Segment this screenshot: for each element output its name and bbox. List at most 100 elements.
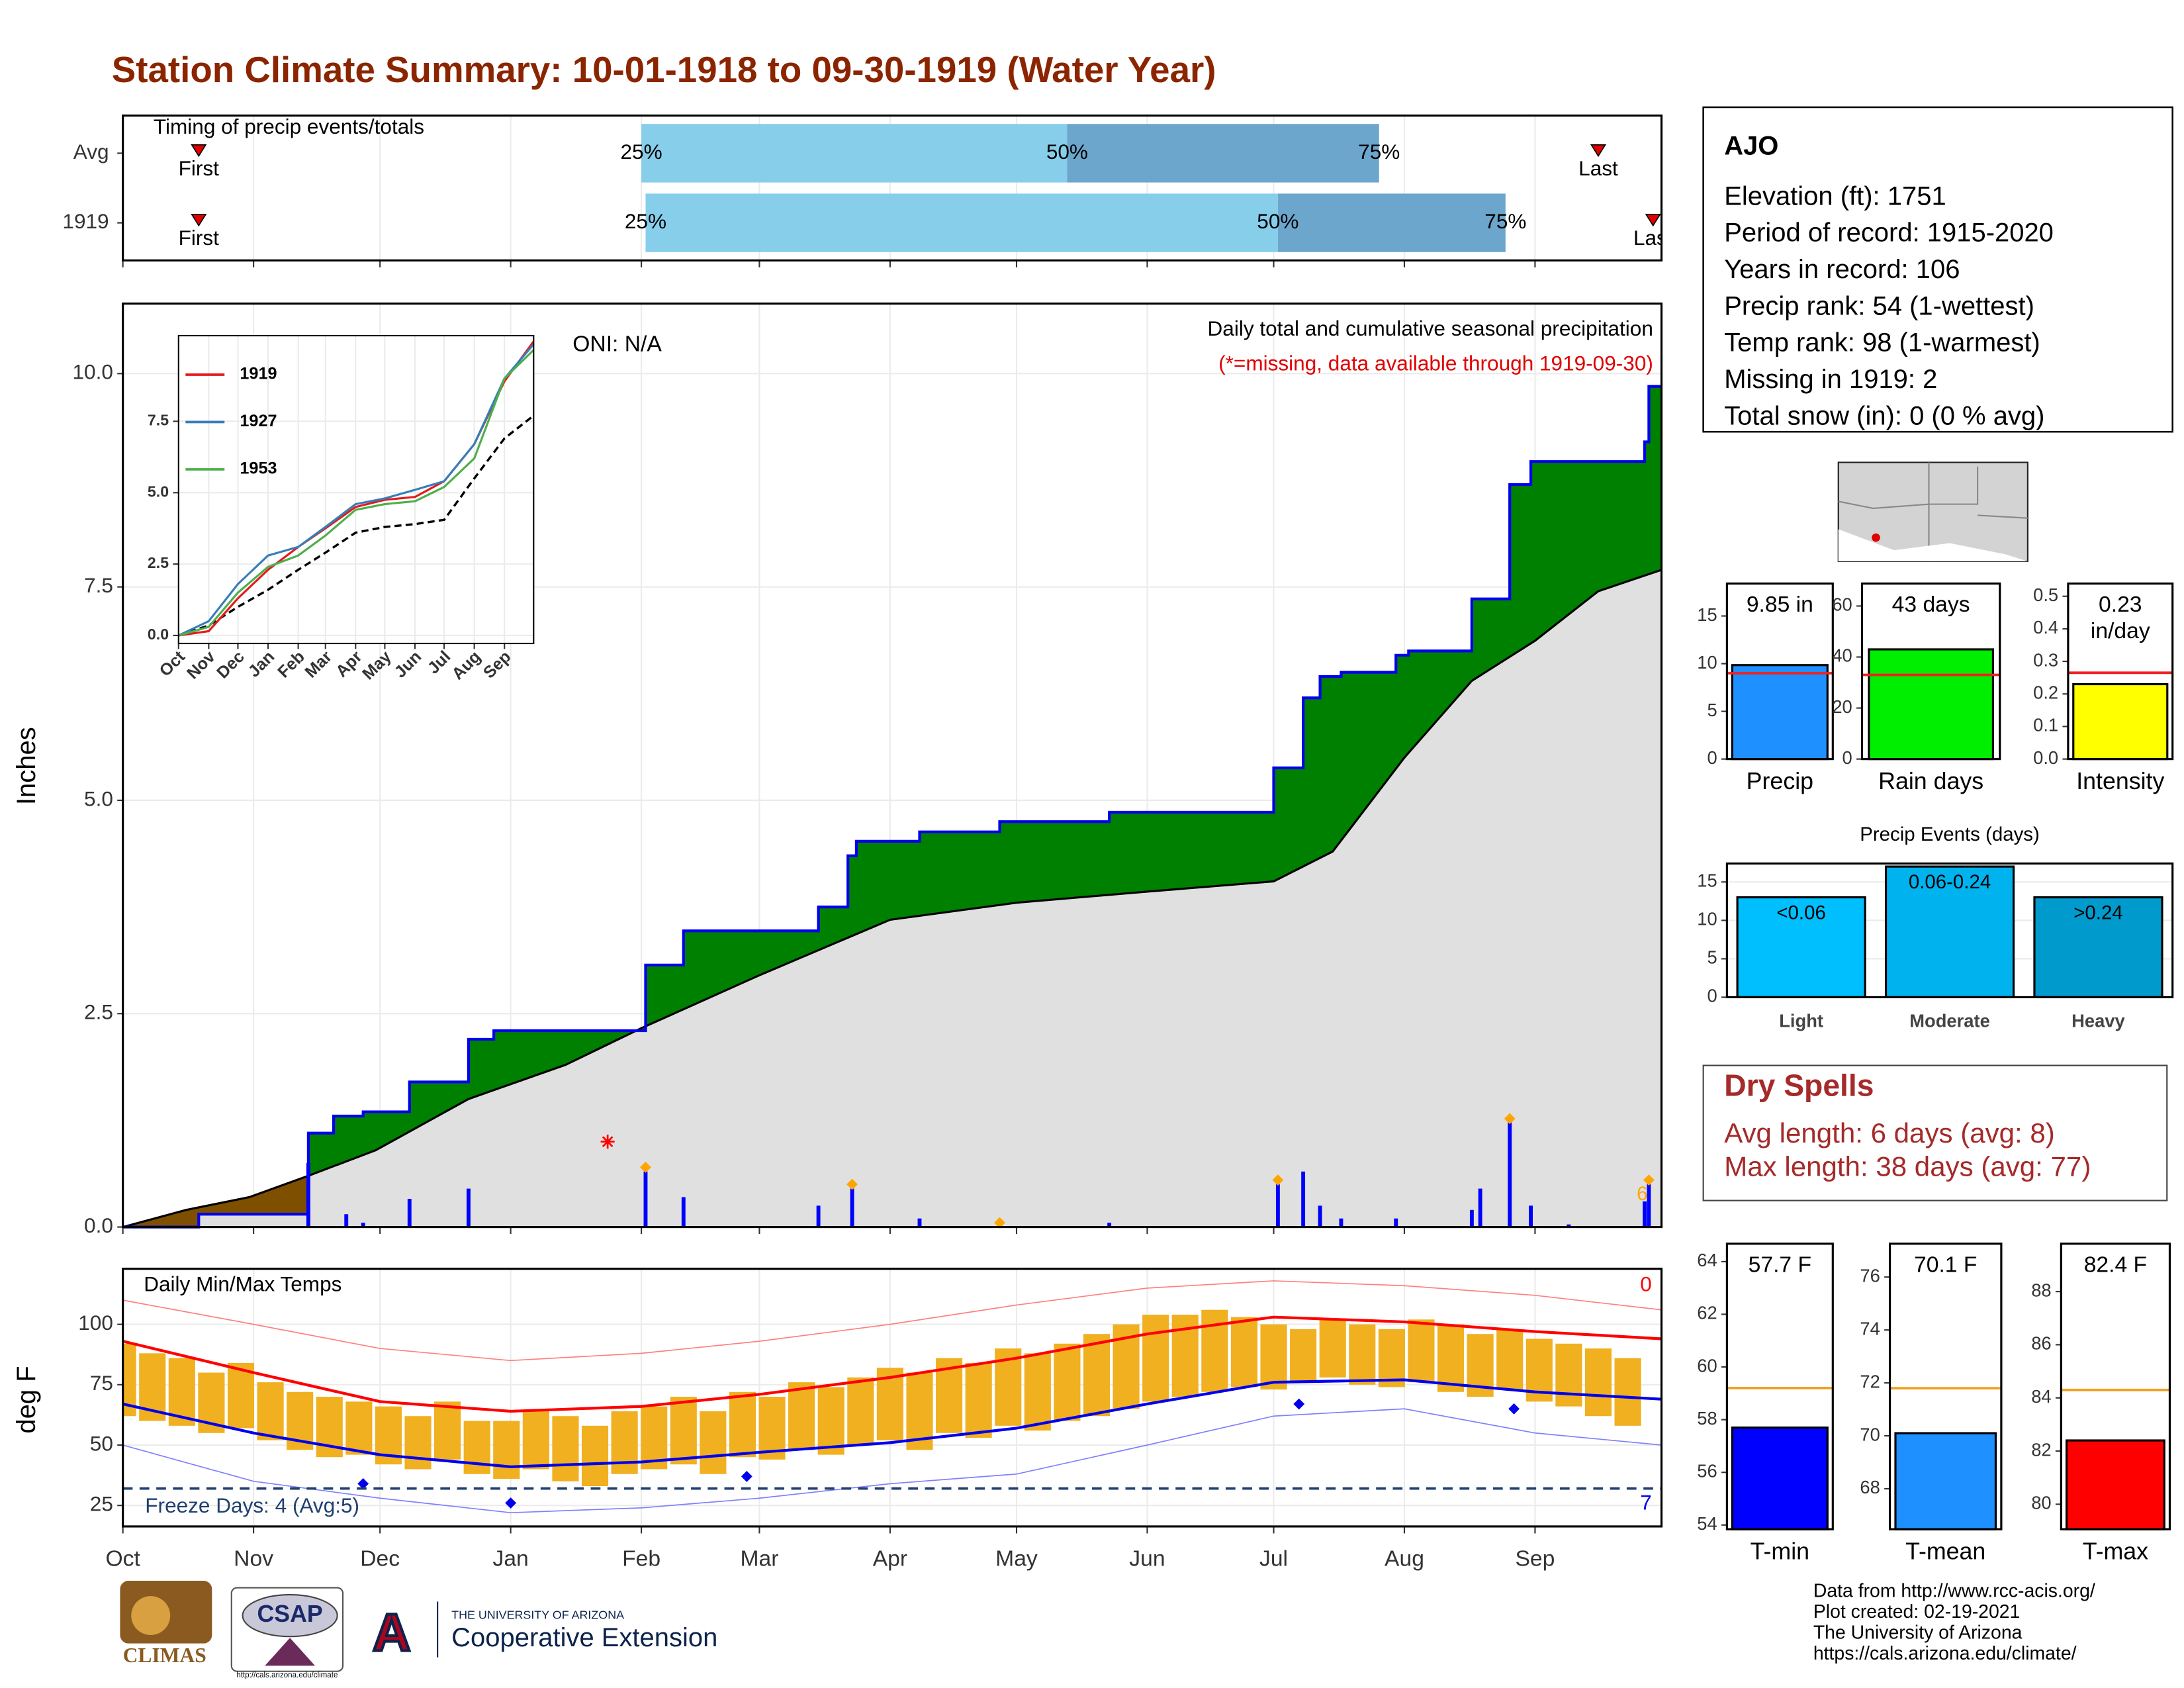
y-tick-label: 10: [1697, 652, 1717, 673]
y-tick-label: 60: [1697, 1355, 1717, 1376]
extreme-marker: [1272, 1174, 1284, 1186]
temp-range-bar: [1614, 1358, 1641, 1426]
credit-line: The University of Arizona: [1813, 1622, 2023, 1643]
bar: [1731, 1426, 1829, 1530]
extreme-marker: [741, 1471, 752, 1482]
bar: [1894, 1432, 1997, 1530]
x-tick-label: Sep: [1515, 1546, 1555, 1571]
y-tick-label: 20: [1832, 696, 1852, 717]
temp-range-bar: [817, 1387, 844, 1455]
mini-bar-chart: 0.0 0.1 0.2 0.3 0.4 0.5 0.23 in/day Intensity: [2033, 582, 2174, 794]
extreme-marker: [357, 1477, 369, 1489]
temp-range-bar: [493, 1421, 520, 1479]
credit-line: Data from http://www.rcc-acis.org/: [1813, 1580, 2095, 1601]
y-tick-label: 0.0: [84, 1213, 113, 1237]
x-tick-label: Apr: [873, 1546, 907, 1571]
event-label: First: [179, 226, 220, 250]
ua-mark: A: [373, 1603, 411, 1662]
daily-bar: [917, 1218, 922, 1227]
temp-line: [122, 1408, 1662, 1513]
temp-range-bar: [1437, 1324, 1465, 1392]
extreme-marker: [505, 1497, 517, 1509]
row-label: Avg: [73, 140, 109, 164]
x-tick-label: Jan: [493, 1546, 529, 1571]
plot-frame: [1725, 582, 1834, 761]
legend-label: 1919: [240, 365, 277, 383]
daily-bar: [643, 1171, 648, 1227]
y-tick-label: 5.0: [84, 786, 113, 810]
quartile-label: 50%: [1046, 140, 1088, 164]
panel-title: Daily Min/Max Temps: [144, 1272, 341, 1295]
y-tick-label: 0.0: [148, 626, 169, 643]
y-tick-label: 75: [90, 1371, 113, 1395]
y-tick-label: 76: [1860, 1265, 1880, 1286]
bar-range-label: >0.24: [2073, 902, 2123, 924]
extension-name: Cooperative Extension: [451, 1623, 717, 1652]
temp-range-bar: [345, 1401, 373, 1455]
daily-bar: [344, 1214, 349, 1227]
mini-bar-chart: 80 82 84 86 88 82.4 F T-max: [2031, 1243, 2171, 1564]
y-tick-label: 10: [1697, 909, 1717, 929]
y-tick-label: 74: [1860, 1318, 1880, 1338]
series-line: [178, 343, 534, 637]
station-dot: [1872, 533, 1880, 542]
plot-frame: [1888, 1243, 2003, 1530]
temp-range-bar: [463, 1421, 490, 1474]
temp-range-bar: [1024, 1353, 1051, 1431]
temp-range-bar: [257, 1382, 284, 1440]
csap-url: http://cals.arizona.edu/climate: [236, 1671, 338, 1679]
csap-mountain: [265, 1638, 315, 1666]
plot-frame: [1725, 1243, 1834, 1530]
daily-bar: [1529, 1205, 1533, 1227]
credit-line: https://cals.arizona.edu/climate/: [1813, 1643, 2077, 1664]
panel-title: Precip Events (days): [1860, 823, 2040, 845]
csap-cloud: [242, 1593, 338, 1638]
event-marker: [1645, 214, 1661, 227]
daily-bar: [1469, 1209, 1474, 1227]
quartile-bar: [641, 124, 1068, 183]
credits: Data from http://www.rcc-acis.org/Plot c…: [1813, 1580, 2095, 1664]
y-tick-label: 0: [1707, 747, 1717, 768]
y-tick-label: 68: [1860, 1477, 1880, 1497]
average-line: [178, 414, 534, 637]
daily-bar: [306, 1162, 310, 1227]
value-label: 70.1 F: [1914, 1252, 1977, 1277]
x-tick-label: T-max: [2083, 1538, 2148, 1564]
temp-range-bar: [758, 1397, 786, 1460]
bar-range-label: <0.06: [1776, 902, 1826, 924]
event-label: Last: [1578, 156, 1618, 180]
daily-bar: [850, 1188, 854, 1227]
y-tick-label: 82: [2031, 1439, 2051, 1460]
x-tick-label: Dec: [360, 1546, 400, 1571]
panel-subtitle: Daily total and cumulative seasonal prec…: [1208, 316, 1653, 340]
temp-range-bar: [1378, 1329, 1405, 1387]
bar-range-label: 0.06-0.24: [1909, 871, 1991, 893]
temp-range-bar: [965, 1362, 992, 1438]
quartile-label: 25%: [621, 140, 662, 164]
x-tick-label: Intensity: [2076, 768, 2164, 794]
y-tick-label: 60: [1832, 594, 1852, 615]
y-tick-label: 5.0: [148, 483, 169, 500]
map-border: [1978, 514, 2028, 519]
freeze-label: Freeze Days: 4 (Avg:5): [145, 1493, 359, 1517]
oni-label: ONI: N/A: [572, 332, 662, 357]
daily-bar: [1339, 1218, 1343, 1227]
temp-range-bar: [1083, 1334, 1111, 1417]
logos: CLIMAS CSAP http://cals.arizona.edu/clim…: [120, 1580, 717, 1679]
y-tick-label: 86: [2031, 1333, 2051, 1354]
daily-bar: [407, 1199, 412, 1227]
x-tick-label: T-min: [1751, 1538, 1809, 1564]
plot-frame: [122, 115, 1663, 262]
map-border: [1929, 466, 1979, 505]
temp-range-bar: [1349, 1324, 1376, 1385]
dry-spell-line: Max length: 38 days (avg: 77): [1724, 1150, 2091, 1182]
x-tick-label: Mar: [740, 1546, 778, 1571]
daily-bar: [1647, 1184, 1651, 1227]
temp-range-bar: [700, 1411, 727, 1474]
quartile-label: 75%: [1484, 209, 1526, 233]
x-tick-label: Heavy: [2071, 1011, 2125, 1031]
y-tick-label: 0.2: [2033, 682, 2058, 703]
event-marker: [191, 144, 207, 158]
extreme-marker: [1504, 1113, 1516, 1125]
cumulative-line: [122, 385, 1662, 1229]
